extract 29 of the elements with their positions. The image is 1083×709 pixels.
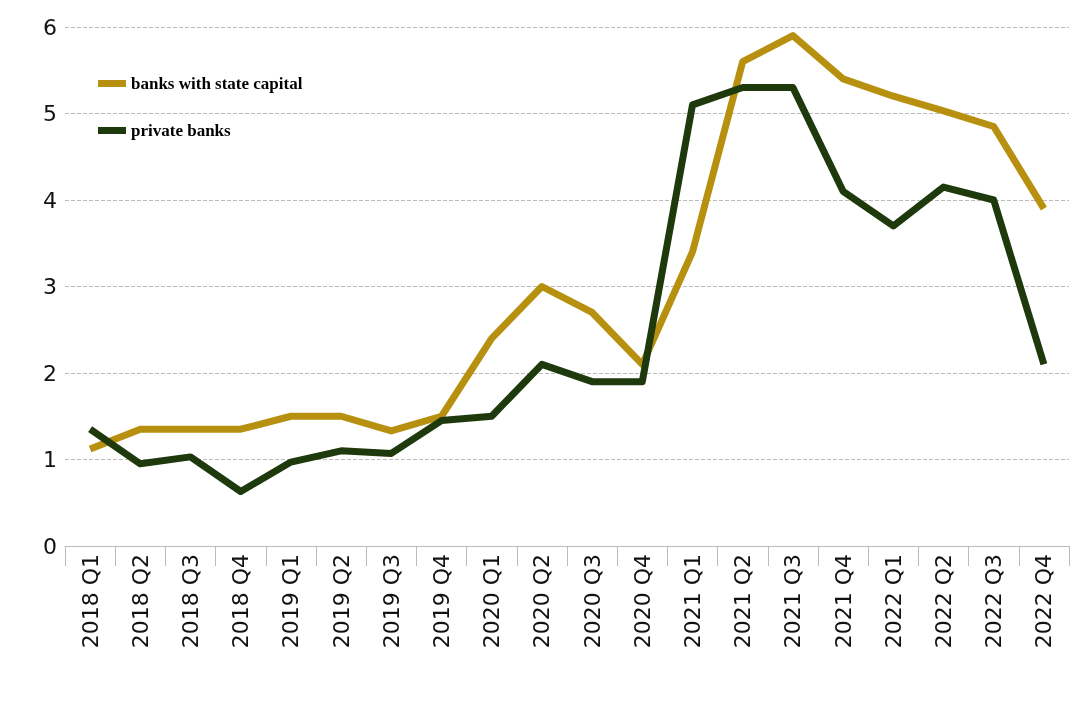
x-tick-label: 2021 Q4 [830,554,856,649]
x-tick-label: 2018 Q3 [178,554,203,649]
x-tick-label: 2020 Q1 [479,554,505,649]
x-tick-label: 2020 Q4 [629,554,655,649]
y-tick-label: 3 [43,274,57,299]
y-tick-label: 4 [43,187,57,213]
x-tick-label: 2021 Q2 [730,554,756,649]
x-tick-label: 2022 Q3 [981,554,1007,649]
x-tick-label: 2019 Q4 [429,554,454,649]
x-tick-label: 2020 Q2 [529,554,555,649]
x-tick-label: 2021 Q3 [780,554,806,649]
legend-label: private banks [131,121,232,140]
y-tick-label: 1 [43,447,57,472]
y-tick-label: 0 [43,533,57,559]
y-tick-label: 5 [43,101,57,126]
y-tick-label: 6 [43,14,57,40]
x-tick-label: 2020 Q3 [579,554,605,649]
x-tick-label: 2019 Q3 [378,554,404,649]
x-tick-label: 2018 Q2 [127,554,153,649]
x-tick-label: 2022 Q1 [880,554,906,649]
y-tick-label: 2 [43,360,57,386]
legend-label: banks with state capital [131,74,303,93]
x-tick-label: 2021 Q1 [680,554,705,649]
x-tick-label: 2018 Q1 [77,554,103,649]
x-tick-label: 2022 Q4 [1031,554,1057,649]
x-tick-label: 2019 Q2 [328,554,354,649]
x-tick-label: 2019 Q1 [278,554,304,649]
x-tick-label: 2018 Q4 [228,554,254,649]
x-tick-label: 2022 Q2 [931,554,956,649]
